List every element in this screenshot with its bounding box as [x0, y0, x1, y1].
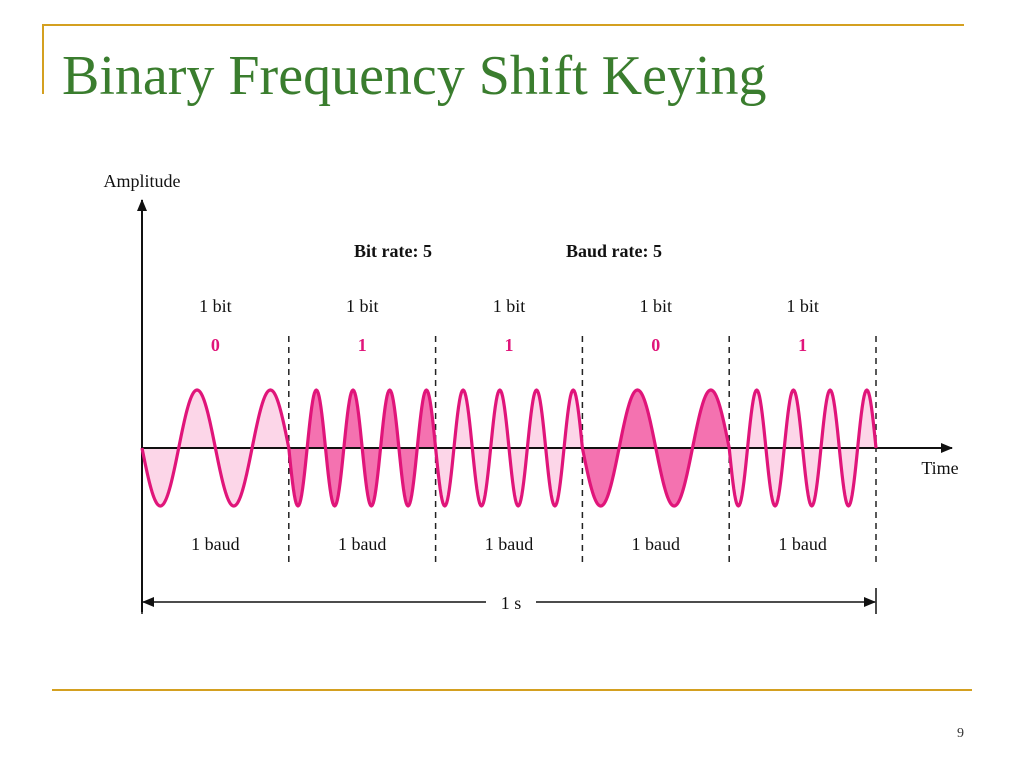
bit-value-1: 0: [211, 335, 220, 355]
slide-title: Binary Frequency Shift Keying: [62, 45, 767, 107]
bit-value-3: 1: [505, 335, 514, 355]
wave-segment-1: [140, 388, 291, 508]
baud-rate-label: Baud rate: 5: [566, 241, 662, 261]
bit-value-2: 1: [358, 335, 367, 355]
title-frame-left-rule: [42, 24, 44, 94]
duration-label: 1 s: [501, 593, 522, 613]
x-axis-label: Time: [921, 458, 958, 478]
bit-label-5: 1 bit: [786, 296, 819, 316]
baud-label-2: 1 baud: [338, 534, 387, 554]
bit-value-5: 1: [798, 335, 807, 355]
title-frame-top-rule: [42, 24, 964, 26]
bit-label-4: 1 bit: [640, 296, 673, 316]
y-axis-label: Amplitude: [104, 171, 181, 191]
wave-segment-2: [287, 388, 438, 508]
page-number: 9: [957, 726, 964, 741]
bit-value-4: 0: [651, 335, 660, 355]
wave-segment-3: [434, 388, 584, 508]
bit-label-1: 1 bit: [199, 296, 232, 316]
baud-label-5: 1 baud: [778, 534, 827, 554]
bit-label-2: 1 bit: [346, 296, 379, 316]
segment-label-layer: 1 bit 0 1 baud 1 bit 1 1 baud 1 bit 1 1 baud 1 bi…: [191, 296, 827, 554]
bit-label-3: 1 bit: [493, 296, 526, 316]
baud-label-1: 1 baud: [191, 534, 240, 554]
baud-label-3: 1 baud: [485, 534, 534, 554]
bit-rate-label: Bit rate: 5: [354, 241, 432, 261]
wave-stroke-layer: [140, 388, 878, 508]
baud-label-4: 1 baud: [632, 534, 681, 554]
wave-segment-5: [727, 388, 878, 508]
footer-rule: [52, 689, 972, 691]
wave-segment-4: [580, 388, 731, 508]
